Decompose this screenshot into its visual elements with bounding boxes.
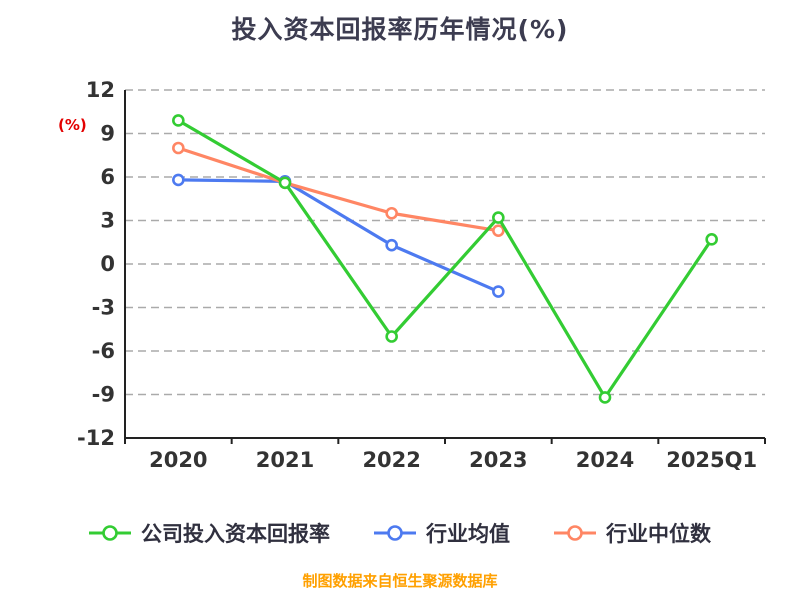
chart-title: 投入资本回报率历年情况(%)	[231, 15, 569, 44]
legend-label: 行业均值	[426, 522, 510, 546]
data-point-company-roic[interactable]	[172, 114, 185, 127]
legend-item-company-roic[interactable]: 公司投入资本回报率	[89, 518, 330, 548]
legend-marker-icon	[89, 525, 131, 541]
y-tick-label: 3	[100, 209, 115, 233]
series-line-industry-median	[176, 146, 500, 233]
y-tick-label: 12	[86, 78, 115, 102]
y-tick-label: -3	[92, 296, 115, 320]
x-tick-label: 2020	[149, 448, 207, 472]
y-axis-unit-label: (%)	[58, 116, 87, 134]
legend-marker-icon	[554, 525, 596, 541]
data-point-industry-median[interactable]	[385, 206, 398, 220]
data-point-company-roic[interactable]	[385, 330, 398, 343]
x-tick-label: 2025Q1	[666, 448, 757, 472]
data-point-company-roic[interactable]	[492, 211, 505, 224]
legend-item-industry-median[interactable]: 行业中位数	[554, 518, 711, 548]
legend-item-industry-mean[interactable]: 行业均值	[374, 518, 510, 548]
line-chart: -12 -9 -6 -3 0 3 6 9 12 2020 2021 2022 2023 2024 2025Q…	[77, 78, 766, 472]
chart-legend: 公司投入资本回报率 行业均值 行业中位数	[0, 518, 800, 548]
series-line-company-roic	[176, 118, 714, 399]
data-point-company-roic[interactable]	[598, 391, 612, 404]
x-tick-label: 2024	[576, 448, 634, 472]
x-tick-label: 2022	[362, 448, 420, 472]
data-point-company-roic[interactable]	[278, 176, 292, 190]
data-point-industry-mean[interactable]	[172, 173, 185, 187]
y-tick-label: 9	[100, 122, 115, 146]
y-tick-label: -9	[92, 383, 115, 407]
legend-marker-icon	[374, 525, 416, 541]
legend-label: 公司投入资本回报率	[141, 522, 330, 546]
legend-label: 行业中位数	[606, 522, 711, 546]
x-tick-label: 2023	[469, 448, 527, 472]
y-tick-label: 0	[100, 252, 115, 276]
series-line-industry-mean	[176, 178, 500, 294]
data-point-industry-mean[interactable]	[385, 238, 398, 252]
y-tick-label: 6	[100, 165, 115, 189]
y-tick-label: -12	[77, 426, 115, 450]
data-point-industry-mean[interactable]	[492, 285, 505, 298]
data-point-industry-median[interactable]	[492, 224, 505, 237]
data-point-company-roic[interactable]	[705, 233, 718, 246]
data-source-note: 制图数据来自恒生聚源数据库	[302, 572, 498, 590]
data-point-industry-median[interactable]	[172, 141, 185, 155]
x-tick-label: 2021	[256, 448, 314, 472]
y-tick-label: -6	[92, 339, 115, 363]
